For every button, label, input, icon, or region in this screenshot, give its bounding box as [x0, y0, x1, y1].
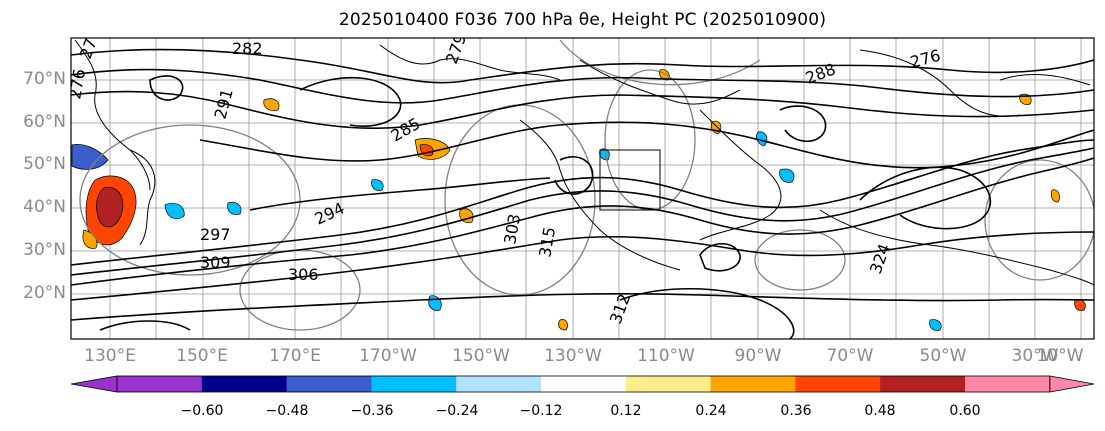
lon-label: 110°W: [637, 346, 695, 366]
lon-label: 10°W: [1036, 346, 1084, 366]
lat-label-60n: 60°N: [23, 112, 66, 132]
lon-label: 170°W: [359, 346, 417, 366]
colorbar-tick-label: −0.48: [265, 403, 309, 419]
colorbar-tick-label: 0.48: [864, 403, 896, 419]
lon-label: 150°E: [176, 346, 228, 366]
colorbar-tick-label: 0.60: [949, 403, 981, 419]
contour-label: 306: [288, 265, 319, 284]
theta-e-contours: [71, 48, 1094, 339]
colorbar-swatch: [965, 376, 1051, 392]
colorbar-swatch: [795, 376, 881, 392]
colorbar-outline: [116, 375, 1051, 393]
lon-label: 130°W: [544, 346, 602, 366]
colorbar-swatch: [201, 376, 288, 392]
coastlines: [74, 39, 1094, 286]
colorbar-swatch: [625, 376, 712, 392]
contour-label: 309: [200, 253, 231, 272]
lon-label: 50°W: [919, 346, 967, 366]
colorbar-tick-label: 0.24: [695, 403, 727, 419]
lon-label: 150°W: [452, 346, 510, 366]
map-border: [70, 37, 1095, 340]
colorbar-tick-label: −0.36: [350, 403, 394, 419]
lat-label-30n: 30°N: [23, 240, 66, 260]
colorbar-extend-low: [70, 375, 118, 393]
map-title: 2025010400 F036 700 hPa θe, Height PC (2…: [338, 10, 827, 30]
colorbar-tick-label: −0.60: [180, 403, 224, 419]
map-panel: 282 276 279 291 285 288 276 294 297 309 …: [65, 38, 1094, 339]
colorbar-extend-high: [1049, 375, 1095, 393]
colorbar-swatch: [880, 376, 966, 392]
height-pc-contours: [79, 39, 1094, 331]
colorbar-tick-label: −0.12: [519, 403, 563, 419]
colorbar-swatch: [371, 376, 457, 392]
lat-label-70n: 70°N: [23, 69, 66, 89]
colorbar-swatch: [456, 376, 542, 392]
lon-label: 30°W: [1011, 346, 1059, 366]
contour-label: 276: [65, 67, 89, 100]
lon-label: 170°E: [269, 346, 321, 366]
lon-label: 90°W: [734, 346, 782, 366]
colorbar-swatch: [286, 376, 372, 392]
lon-label: 130°E: [84, 346, 136, 366]
colorbar-swatch: [710, 376, 796, 392]
contour-label: 282: [232, 39, 263, 58]
colorbar-tick-label: −0.24: [435, 403, 479, 419]
contour-label: 297: [200, 225, 231, 244]
lon-label: 70°W: [826, 346, 874, 366]
colorbar-swatch: [117, 376, 203, 392]
colorbar-tick-label: 0.36: [780, 403, 812, 419]
lat-label-20n: 20°N: [23, 283, 66, 303]
lat-label-40n: 40°N: [23, 197, 66, 217]
colorbar-tick-label: 0.12: [610, 403, 642, 419]
colorbar: [70, 375, 1095, 393]
colorbar-swatch: [541, 376, 627, 392]
lat-label-50n: 50°N: [23, 154, 66, 174]
